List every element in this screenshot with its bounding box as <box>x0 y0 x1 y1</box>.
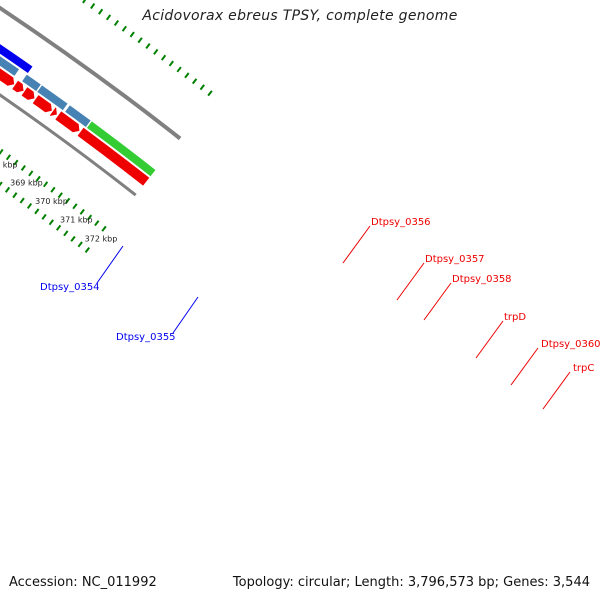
gene-label-dtpsy_0356: Dtpsy_0356 <box>371 217 431 228</box>
gc-dot <box>168 60 174 67</box>
kbp-ruler: 363 kbp364 kbp365 kbp366 kbp367 kbp368 k… <box>0 161 118 244</box>
gene-feature <box>0 68 15 86</box>
gc-dot <box>191 78 198 85</box>
gene-feature <box>87 121 156 177</box>
gene-label-dtpsy_0358: Dtpsy_0358 <box>452 274 512 285</box>
gene-feature <box>49 107 57 116</box>
gene-label-trpc: trpC <box>573 363 594 374</box>
dot-track-1 <box>82 0 213 97</box>
gene-label-dtpsy_0355: Dtpsy_0355 <box>116 332 176 343</box>
gene-feature <box>12 80 24 93</box>
genome-summary-text: Topology: circular; Length: 3,796,573 bp… <box>232 575 590 590</box>
gc-dot-tracks <box>0 0 213 253</box>
gene-feature <box>77 127 150 186</box>
leader-line <box>510 347 539 386</box>
gc-dot <box>77 241 83 248</box>
gc-dot <box>145 43 151 50</box>
gc-dot <box>129 31 135 38</box>
gc-dot <box>0 148 4 155</box>
gc-dot <box>160 54 167 61</box>
gc-dot <box>35 175 41 182</box>
gc-dot <box>101 225 107 232</box>
gc-dot <box>0 181 3 187</box>
gene-feature <box>65 105 91 127</box>
gc-dot <box>65 197 71 204</box>
backbone-inner-line <box>0 93 137 197</box>
gc-dot <box>19 197 25 204</box>
gc-dot <box>121 25 127 32</box>
gene-features <box>0 44 156 186</box>
kbp-tick-label: 371 kbp <box>60 216 93 225</box>
gene-labels: Dtpsy_0354 Dtpsy_0355 Dtpsy_0356 Dtpsy_0357… <box>40 217 600 410</box>
leader-line <box>542 371 571 410</box>
gene-feature <box>37 85 68 111</box>
gene-feature <box>55 111 80 133</box>
gc-dot <box>13 159 19 166</box>
gene-label-trpd: trpD <box>504 312 526 323</box>
gc-dot <box>28 170 34 177</box>
gene-feature <box>0 56 20 76</box>
accession-text: Accession: NC_011992 <box>9 575 157 590</box>
gene-label-dtpsy_0354: Dtpsy_0354 <box>40 282 100 293</box>
gc-dot <box>20 164 26 171</box>
gc-dot <box>90 3 96 10</box>
leader-line <box>396 262 425 301</box>
gc-dot <box>199 84 205 91</box>
gc-dot <box>105 14 112 21</box>
gc-dot <box>137 37 143 44</box>
gene-feature <box>32 95 52 113</box>
gc-dot <box>48 219 54 226</box>
gene-label-dtpsy_0360: Dtpsy_0360 <box>541 339 600 350</box>
gene-label-dtpsy_0357: Dtpsy_0357 <box>425 254 485 265</box>
gc-dot <box>63 230 69 237</box>
gc-dot <box>84 247 91 253</box>
gc-dot <box>70 235 76 242</box>
gc-dot <box>4 186 11 193</box>
gene-feature <box>22 74 41 92</box>
kbp-tick-label: 369 kbp <box>10 179 43 188</box>
gc-dot <box>50 186 56 193</box>
gc-dot <box>86 214 93 221</box>
gc-dot <box>12 192 18 199</box>
kbp-tick-label: 372 kbp <box>85 234 118 243</box>
leader-line <box>96 245 124 284</box>
gc-dot <box>176 66 182 73</box>
gc-dot <box>113 20 120 27</box>
gene-feature <box>21 87 35 100</box>
leader-line <box>423 282 452 321</box>
gc-dot <box>153 48 159 55</box>
gc-dot <box>184 72 190 79</box>
kbp-tick-label: 370 kbp <box>35 197 68 206</box>
dot-track-3 <box>0 181 91 253</box>
gc-dot <box>5 154 12 161</box>
dot-track-2 <box>0 148 107 232</box>
gc-dot <box>94 220 100 227</box>
gc-dot <box>55 224 62 231</box>
leader-line <box>172 296 199 334</box>
leader-line <box>342 225 371 264</box>
gc-dot <box>72 203 78 210</box>
map-title: Acidovorax ebreus TPSY, complete genome <box>142 8 458 24</box>
kbp-tick-label: 368 kbp <box>0 161 17 170</box>
gc-dot <box>79 208 85 215</box>
gc-dot <box>207 90 213 97</box>
gc-dot <box>34 208 40 215</box>
gc-dot <box>41 213 47 220</box>
gc-dot <box>26 202 33 209</box>
gc-dot <box>82 0 87 4</box>
leader-line <box>475 320 504 359</box>
gene-feature <box>0 44 33 74</box>
gc-dot <box>98 8 104 15</box>
gc-dot <box>42 181 49 188</box>
backbone-outer-line <box>0 5 182 141</box>
genome-backbone <box>0 5 182 197</box>
gc-dot <box>57 192 63 199</box>
